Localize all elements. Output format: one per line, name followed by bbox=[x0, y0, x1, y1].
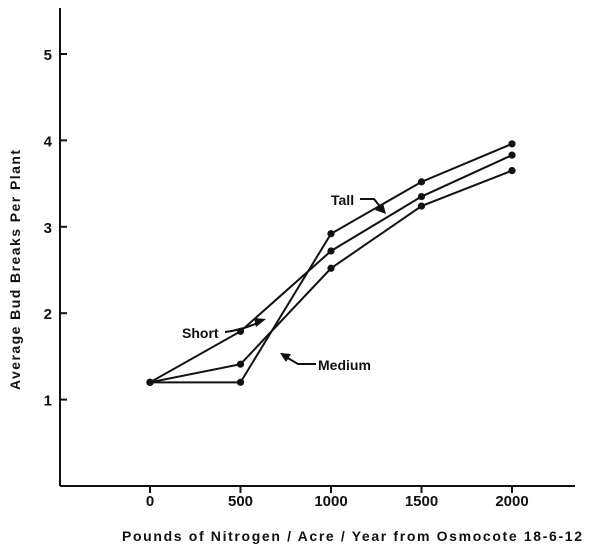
tick-group: 0 500 1000 1500 2000 1 2 3 4 5 bbox=[44, 47, 529, 510]
arrowhead-tall bbox=[375, 203, 386, 214]
data-point-medium bbox=[146, 378, 154, 386]
data-point-medium bbox=[236, 360, 245, 368]
x-tick-label: 0 bbox=[146, 493, 154, 510]
data-point-short bbox=[508, 151, 516, 159]
data-point-tall bbox=[417, 178, 426, 186]
data-point-medium bbox=[417, 202, 426, 210]
x-axis-title: Pounds of Nitrogen / Acre / Year from Os… bbox=[122, 528, 582, 544]
series-label-medium: Medium bbox=[318, 357, 371, 373]
data-point-short bbox=[417, 192, 426, 201]
data-point-medium bbox=[327, 264, 335, 272]
y-tick-label: 2 bbox=[44, 306, 52, 323]
data-point-medium bbox=[508, 167, 516, 175]
data-point-tall bbox=[508, 140, 516, 148]
arrowhead-medium bbox=[280, 353, 291, 362]
x-tick-label: 1000 bbox=[314, 493, 347, 510]
arrow-medium bbox=[285, 356, 316, 365]
data-point-short bbox=[327, 247, 335, 255]
data-point-tall bbox=[327, 230, 335, 238]
x-tick-label: 2000 bbox=[495, 493, 528, 510]
series-label-short: Short bbox=[182, 325, 219, 341]
series-label-tall: Tall bbox=[331, 192, 354, 208]
arrow-tall bbox=[360, 198, 383, 210]
series-group bbox=[146, 140, 516, 386]
y-tick-label: 1 bbox=[44, 393, 52, 410]
arrowhead-short bbox=[254, 318, 266, 327]
y-tick-label: 5 bbox=[44, 47, 52, 64]
y-tick-label: 4 bbox=[44, 133, 53, 150]
x-tick-label: 1500 bbox=[405, 493, 438, 510]
data-point-tall bbox=[236, 378, 245, 386]
y-axis-title: Average Bud Breaks Per Plant bbox=[7, 150, 23, 390]
x-tick-label: 500 bbox=[228, 493, 253, 510]
y-tick-label: 3 bbox=[44, 220, 52, 237]
